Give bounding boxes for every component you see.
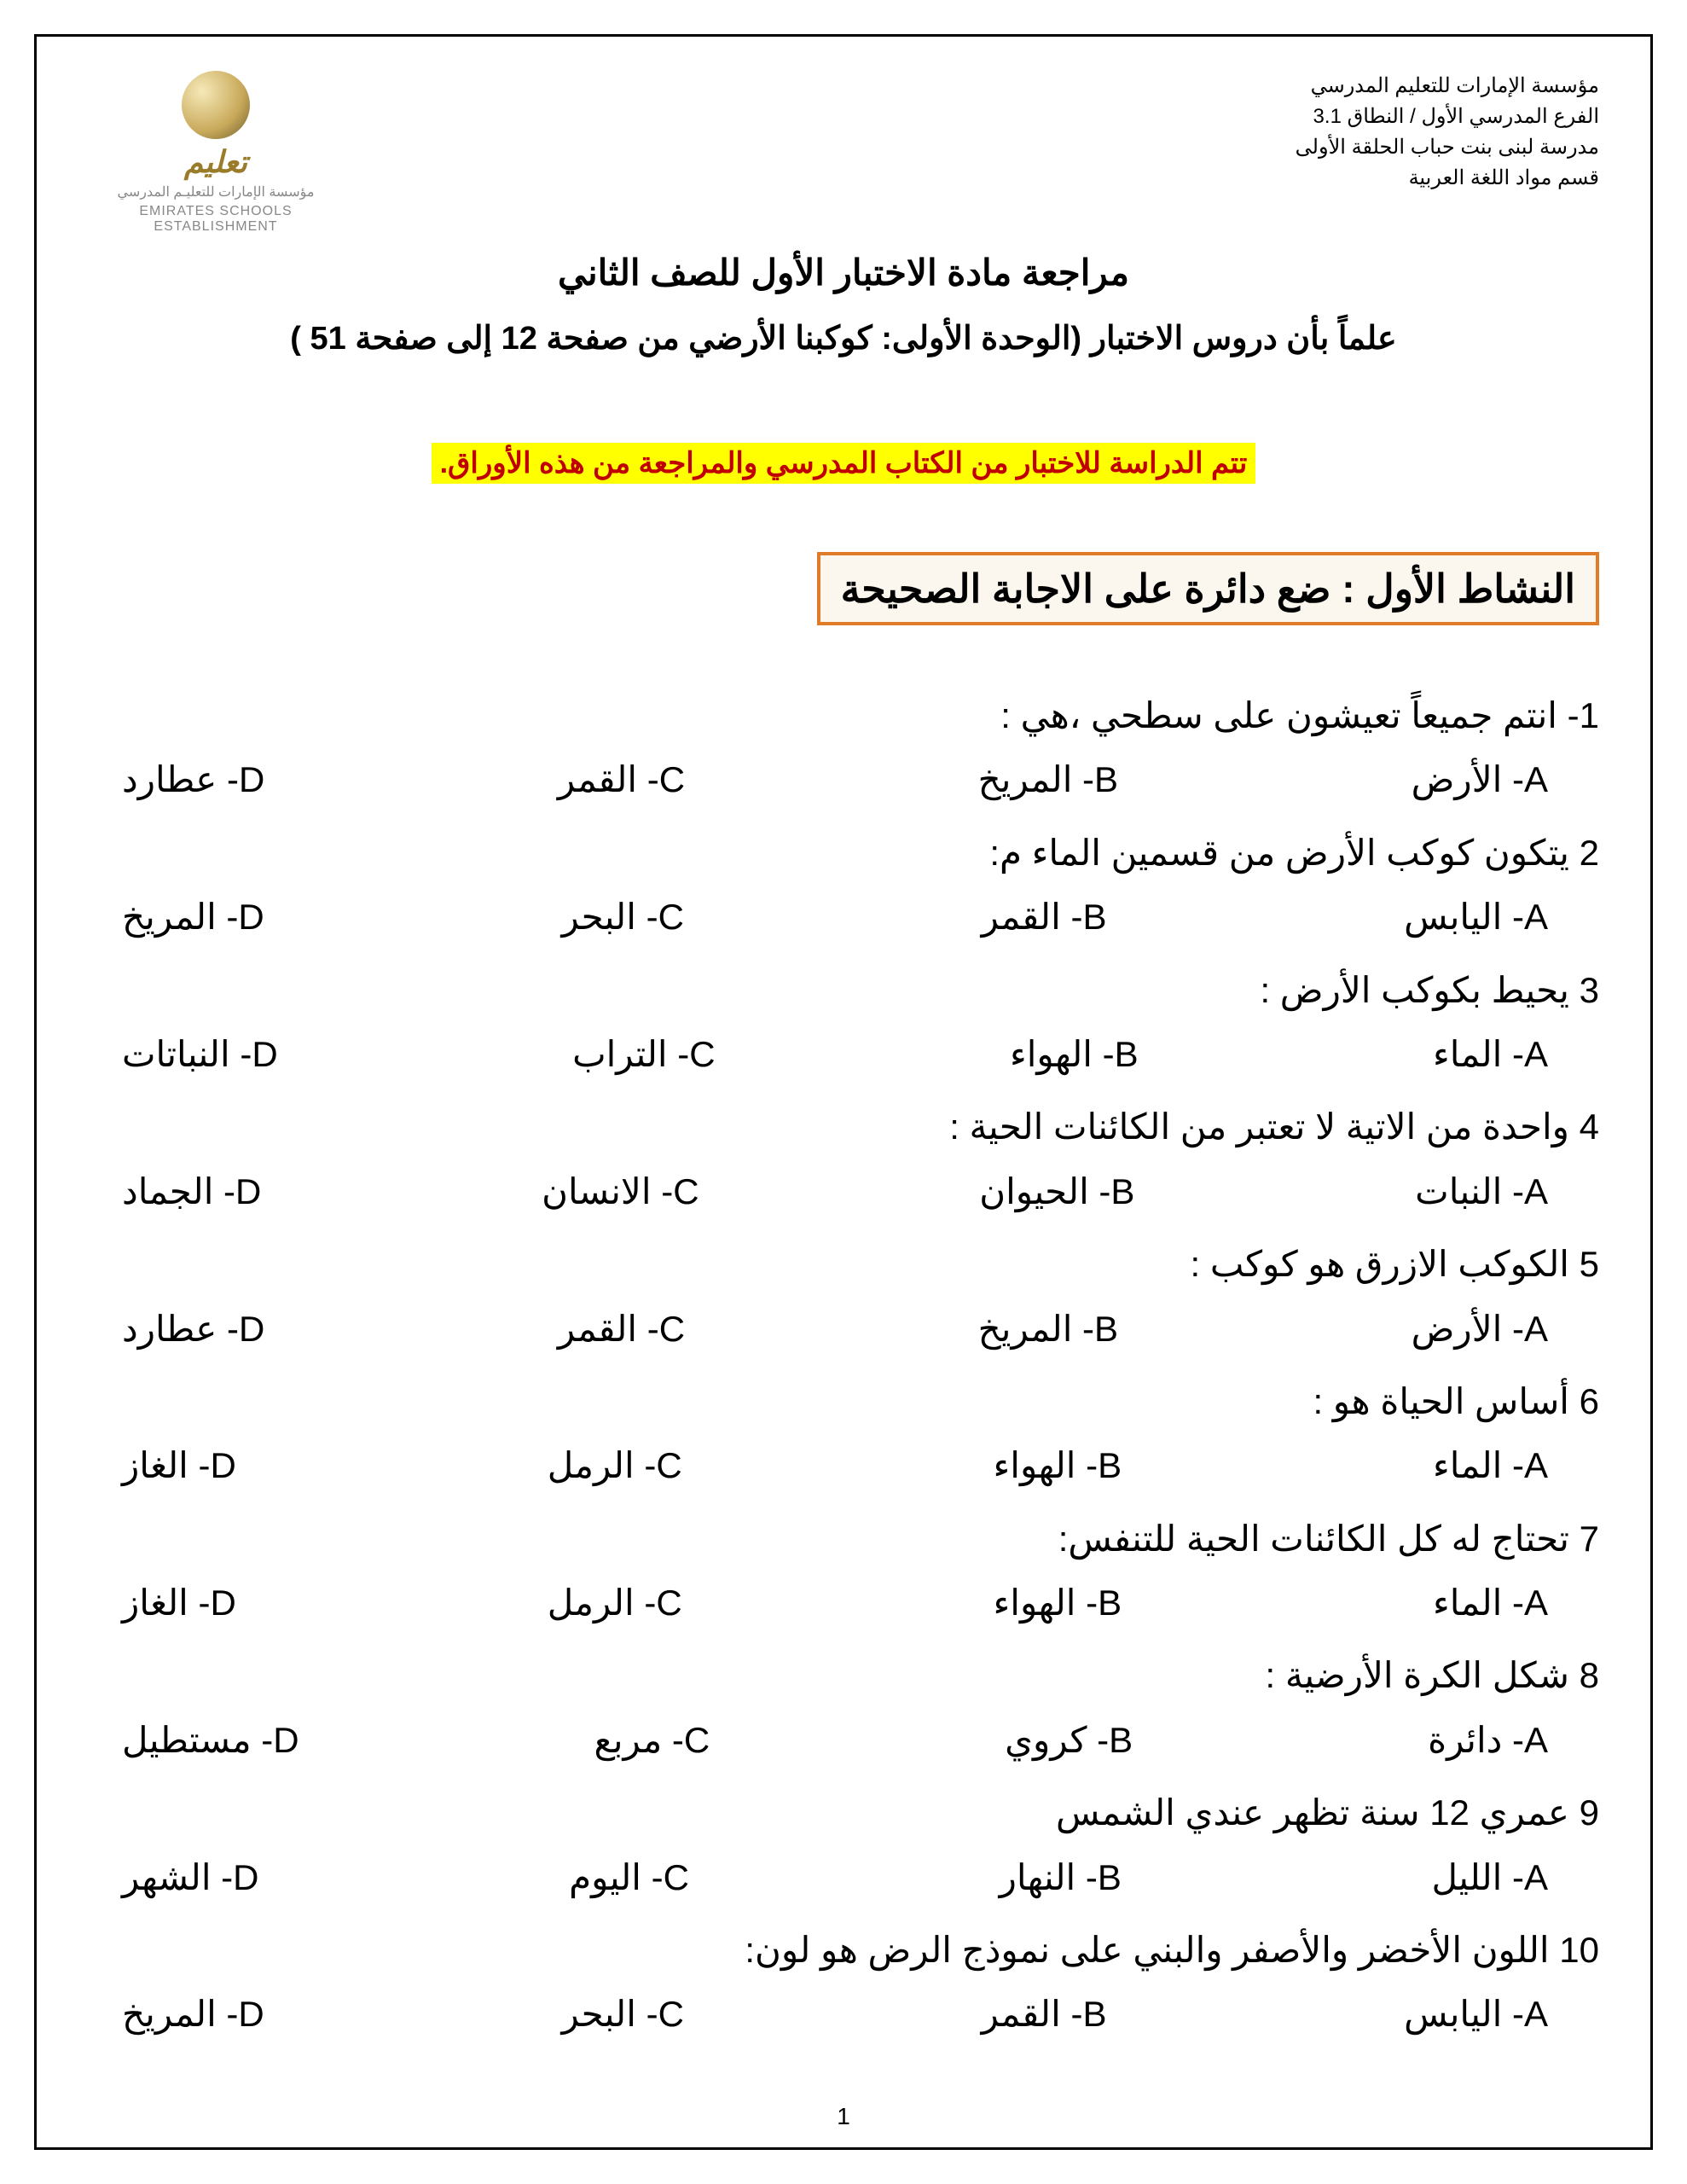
title-sub: علماً بأن دروس الاختبار (الوحدة الأولى: … bbox=[88, 319, 1599, 357]
option: A- الأرض bbox=[1412, 749, 1548, 810]
option: A- النبات bbox=[1415, 1161, 1548, 1222]
option: B- الهواء bbox=[1010, 1024, 1139, 1084]
option: C- مربع bbox=[594, 1710, 710, 1770]
options-row: A- اليابس B- القمر C- البحر D- المريخ bbox=[88, 1984, 1599, 2044]
page-number: 1 bbox=[37, 2103, 1650, 2130]
question-item: 10 اللون الأخضر والأصفر والبني على نموذج… bbox=[88, 1920, 1599, 2045]
options-row: A- الماء B- الهواء C- التراب D- النباتات bbox=[88, 1024, 1599, 1084]
question-text: 5 الكوكب الازرق هو كوكب : bbox=[88, 1234, 1599, 1294]
option: A- الأرض bbox=[1412, 1298, 1548, 1359]
question-text: 9 عمري 12 سنة تظهر عندي الشمس bbox=[88, 1782, 1599, 1843]
question-item: 3 يحيط بكوكب الأرض :A- الماء B- الهواء C- … bbox=[88, 960, 1599, 1085]
option: D- الشهر bbox=[122, 1847, 258, 1908]
question-item: 5 الكوكب الازرق هو كوكب :A- الأرض B- المر… bbox=[88, 1234, 1599, 1359]
option: C- الانسان bbox=[542, 1161, 699, 1222]
option: B- الهواء bbox=[994, 1572, 1122, 1633]
notice-wrap: تتم الدراسة للاختبار من الكتاب المدرسي و… bbox=[88, 392, 1599, 552]
option: C- التراب bbox=[572, 1024, 716, 1084]
option: A- اليابس bbox=[1404, 1984, 1548, 2044]
title-main: مراجعة مادة الاختبار الأول للصف الثاني bbox=[88, 252, 1599, 293]
options-row: A- الليل B- النهار C- اليوم D- الشهر bbox=[88, 1847, 1599, 1908]
option: B- القمر bbox=[982, 886, 1107, 947]
page-container: مؤسسة الإمارات للتعليم المدرسي الفرع الم… bbox=[34, 34, 1653, 2150]
options-row: A- الماء B- الهواء C- الرمل D- الغاز bbox=[88, 1572, 1599, 1633]
question-text: 3 يحيط بكوكب الأرض : bbox=[88, 960, 1599, 1020]
option: A- الماء bbox=[1433, 1435, 1548, 1496]
option: A- الماء bbox=[1433, 1024, 1548, 1084]
org-line: مؤسسة الإمارات للتعليم المدرسي bbox=[1296, 71, 1599, 102]
question-item: 1- انتم جميعاً تعيشون على سطحي ،هي :A- ا… bbox=[88, 685, 1599, 810]
question-text: 1- انتم جميعاً تعيشون على سطحي ،هي : bbox=[88, 685, 1599, 746]
option: D- عطارد bbox=[122, 749, 264, 810]
options-row: A- اليابس B- القمر C- البحر D- المريخ bbox=[88, 886, 1599, 947]
option: B- الهواء bbox=[994, 1435, 1122, 1496]
option: C- اليوم bbox=[569, 1847, 689, 1908]
option: A- دائرة bbox=[1428, 1710, 1548, 1770]
options-row: A- الأرض B- المريخ C- القمر D- عطارد bbox=[88, 749, 1599, 810]
option: B- النهار bbox=[1000, 1847, 1122, 1908]
question-text: 2 يتكون كوكب الأرض من قسمين الماء م: bbox=[88, 822, 1599, 883]
option: C- الرمل bbox=[548, 1572, 682, 1633]
option: A- الليل bbox=[1431, 1847, 1548, 1908]
options-row: A- الأرض B- المريخ C- القمر D- عطارد bbox=[88, 1298, 1599, 1359]
options-row: A- دائرة B- كروي C- مربع D- مستطيل bbox=[88, 1710, 1599, 1770]
question-item: 8 شكل الكرة الأرضية :A- دائرة B- كروي C- م… bbox=[88, 1645, 1599, 1770]
logo-sub-ar: مؤسسة الإمارات للتعليـم المدرسي bbox=[88, 183, 344, 200]
activity-heading-wrap: النشاط الأول : ضع دائرة على الاجابة الصح… bbox=[88, 552, 1599, 685]
logo-sphere-icon bbox=[182, 71, 250, 139]
question-text: 4 واحدة من الاتية لا تعتبر من الكائنات ا… bbox=[88, 1096, 1599, 1157]
option: D- الغاز bbox=[122, 1435, 236, 1496]
option: B- الحيوان bbox=[979, 1161, 1134, 1222]
option: A- اليابس bbox=[1404, 886, 1548, 947]
option: D- الجماد bbox=[122, 1161, 261, 1222]
title-block: مراجعة مادة الاختبار الأول للصف الثاني ع… bbox=[88, 252, 1599, 357]
logo-sub-en: EMIRATES SCHOOLS ESTABLISHMENT bbox=[88, 204, 344, 235]
logo-text-ar: تعليم bbox=[88, 144, 344, 180]
activity-heading: النشاط الأول : ضع دائرة على الاجابة الصح… bbox=[817, 552, 1599, 625]
option: C- البحر bbox=[561, 886, 683, 947]
option: C- الرمل bbox=[548, 1435, 682, 1496]
option: D- مستطيل bbox=[122, 1710, 299, 1770]
questions-list: 1- انتم جميعاً تعيشون على سطحي ،هي :A- ا… bbox=[88, 685, 1599, 2045]
option: C- البحر bbox=[561, 1984, 683, 2044]
option: D- الغاز bbox=[122, 1572, 236, 1633]
question-text: 8 شكل الكرة الأرضية : bbox=[88, 1645, 1599, 1705]
question-text: 6 أساس الحياة هو : bbox=[88, 1371, 1599, 1432]
question-text: 10 اللون الأخضر والأصفر والبني على نموذج… bbox=[88, 1920, 1599, 1980]
option: B- القمر bbox=[982, 1984, 1107, 2044]
option: D- المريخ bbox=[122, 1984, 264, 2044]
option: D- المريخ bbox=[122, 886, 264, 947]
option: A- الماء bbox=[1433, 1572, 1548, 1633]
option: B- كروي bbox=[1005, 1710, 1133, 1770]
option: B- المريخ bbox=[978, 1298, 1118, 1359]
question-item: 7 تحتاج له كل الكائنات الحية للتنفس:A- ا… bbox=[88, 1508, 1599, 1634]
question-item: 2 يتكون كوكب الأرض من قسمين الماء م:A- ا… bbox=[88, 822, 1599, 948]
option: C- القمر bbox=[558, 1298, 685, 1359]
org-line: مدرسة لبنى بنت حباب الحلقة الأولى bbox=[1296, 132, 1599, 163]
header-bar: مؤسسة الإمارات للتعليم المدرسي الفرع الم… bbox=[88, 71, 1599, 235]
option: D- عطارد bbox=[122, 1298, 264, 1359]
option: D- النباتات bbox=[122, 1024, 278, 1084]
options-row: A- النبات B- الحيوان C- الانسان D- الجماد bbox=[88, 1161, 1599, 1222]
org-line: الفرع المدرسي الأول / النطاق 3.1 bbox=[1296, 102, 1599, 132]
question-item: 9 عمري 12 سنة تظهر عندي الشمسA- الليل B- … bbox=[88, 1782, 1599, 1908]
question-item: 4 واحدة من الاتية لا تعتبر من الكائنات ا… bbox=[88, 1096, 1599, 1222]
study-notice: تتم الدراسة للاختبار من الكتاب المدرسي و… bbox=[432, 443, 1256, 484]
org-info: مؤسسة الإمارات للتعليم المدرسي الفرع الم… bbox=[1296, 71, 1599, 194]
option: C- القمر bbox=[558, 749, 685, 810]
question-text: 7 تحتاج له كل الكائنات الحية للتنفس: bbox=[88, 1508, 1599, 1569]
options-row: A- الماء B- الهواء C- الرمل D- الغاز bbox=[88, 1435, 1599, 1496]
option: B- المريخ bbox=[978, 749, 1118, 810]
logo: تعليم مؤسسة الإمارات للتعليـم المدرسي EM… bbox=[88, 71, 344, 235]
question-item: 6 أساس الحياة هو :A- الماء B- الهواء C- ال… bbox=[88, 1371, 1599, 1496]
org-line: قسم مواد اللغة العربية bbox=[1296, 163, 1599, 194]
